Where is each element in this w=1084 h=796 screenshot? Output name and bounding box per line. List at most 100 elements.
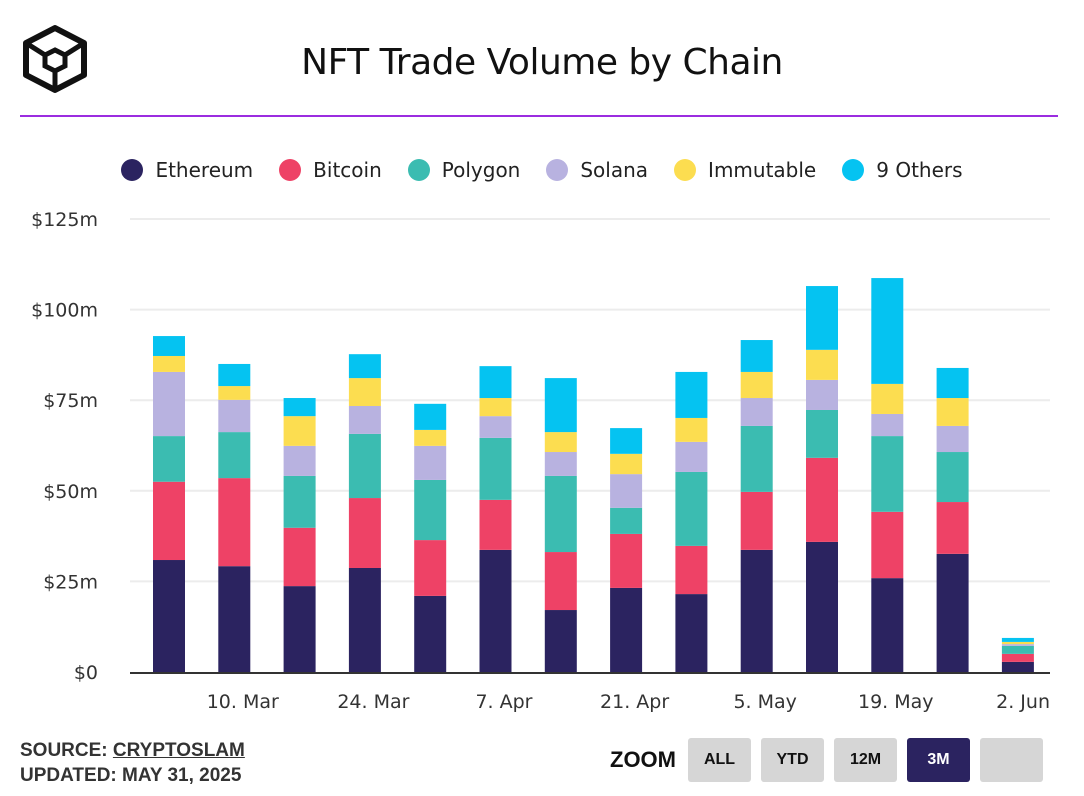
- bar-segment-immutable: [806, 349, 838, 380]
- zoom-all-button[interactable]: ALL: [688, 738, 751, 782]
- bar-segment-immutable: [414, 429, 447, 446]
- bar-segment-polygon: [153, 436, 185, 482]
- x-tick-label: 24. Mar: [337, 691, 409, 713]
- bar-segment-immutable: [479, 398, 512, 417]
- bar-segment-polygon: [218, 432, 251, 479]
- x-tick-label: 2. Jun: [996, 691, 1050, 713]
- bar-segment-polygon: [479, 437, 512, 500]
- bar-segment-ethereum: [806, 541, 838, 672]
- bar-segment-9-others: [1001, 637, 1034, 642]
- legend-label: Bitcoin: [313, 158, 382, 182]
- x-tick-label: 7. Apr: [475, 691, 532, 713]
- bar-segment-9-others: [936, 367, 969, 399]
- legend-item-9-others[interactable]: 9 Others: [842, 158, 963, 182]
- bar-segment-bitcoin: [1001, 653, 1034, 662]
- bar-segment-ethereum: [218, 566, 251, 672]
- zoom-extra-button[interactable]: [980, 738, 1043, 782]
- legend-swatch: [279, 159, 302, 181]
- bar-segment-9-others: [479, 366, 512, 399]
- bar-segment-ethereum: [675, 594, 708, 672]
- brand-logo: [23, 25, 87, 93]
- bar-segment-bitcoin: [348, 498, 381, 568]
- bar-segment-solana: [283, 445, 316, 476]
- legend-swatch: [842, 159, 865, 181]
- bar-segment-immutable: [1001, 641, 1034, 645]
- zoom-ytd-button[interactable]: YTD: [761, 738, 824, 782]
- bar-segment-polygon: [675, 471, 708, 546]
- bar-segment-solana: [871, 413, 904, 437]
- legend-swatch: [546, 159, 569, 181]
- bar-segment-solana: [806, 379, 838, 410]
- x-tick-label: 5. May: [733, 691, 796, 713]
- legend-label: Ethereum: [155, 158, 254, 182]
- zoom-12m-button[interactable]: 12M: [834, 738, 897, 782]
- bar-segment-immutable: [153, 355, 185, 372]
- legend-item-polygon[interactable]: Polygon: [407, 158, 520, 182]
- bar-segment-solana: [218, 399, 251, 433]
- legend-swatch: [407, 159, 430, 181]
- bar-segment-immutable: [740, 371, 773, 399]
- legend-item-ethereum[interactable]: Ethereum: [121, 158, 253, 182]
- bar-segment-9-others: [544, 378, 577, 433]
- bar-segment-polygon: [414, 479, 447, 541]
- legend: Ethereum Bitcoin Polygon Solana Immutable 9 O…: [0, 158, 1084, 182]
- bar-segment-ethereum: [414, 595, 447, 672]
- bar-segment-9-others: [153, 336, 185, 356]
- bar-segment-immutable: [936, 398, 969, 426]
- bar-segment-9-others: [348, 354, 381, 379]
- source-link[interactable]: CRYPTOSLAM: [112, 740, 245, 761]
- bar-segment-bitcoin: [414, 540, 447, 596]
- bar-segment-immutable: [218, 386, 251, 400]
- y-tick-label: $100m: [31, 300, 98, 322]
- bar-segment-solana: [1001, 644, 1034, 646]
- bar-segment-bitcoin: [806, 457, 838, 542]
- bar-segment-bitcoin: [936, 502, 969, 554]
- bar-segment-polygon: [544, 475, 577, 553]
- bar-segment-bitcoin: [479, 499, 512, 550]
- bar-segment-immutable: [348, 378, 381, 406]
- bar-segment-9-others: [218, 363, 251, 387]
- bar-segment-polygon: [871, 436, 904, 512]
- bar-segment-ethereum: [283, 586, 316, 672]
- bar-segment-polygon: [348, 433, 381, 499]
- footer: SOURCE: CRYPTOSLAM UPDATED: MAY 31, 2025: [20, 738, 245, 788]
- bar-segment-ethereum: [740, 549, 773, 672]
- y-tick-label: $75m: [43, 390, 98, 412]
- bar-segment-polygon: [610, 507, 643, 534]
- x-tick-label: 10. Mar: [207, 691, 279, 713]
- bar-segment-solana: [740, 398, 773, 426]
- bar-segment-9-others: [871, 278, 904, 384]
- legend-label: Immutable: [708, 158, 817, 182]
- bar-segment-polygon: [740, 425, 773, 492]
- source-prefix: SOURCE:: [20, 740, 113, 761]
- bar-segment-bitcoin: [610, 533, 643, 588]
- y-tick-label: $50m: [43, 481, 98, 503]
- bar-segment-ethereum: [610, 587, 643, 672]
- bar-segment-immutable: [283, 416, 316, 446]
- chart-title: NFT Trade Volume by Chain: [301, 42, 783, 83]
- legend-swatch: [121, 159, 144, 181]
- legend-item-bitcoin[interactable]: Bitcoin: [279, 158, 382, 182]
- y-tick-label: $125m: [31, 209, 98, 231]
- legend-item-immutable[interactable]: Immutable: [674, 158, 816, 182]
- bar-segment-solana: [544, 452, 577, 476]
- bar-segment-immutable: [610, 453, 643, 475]
- bar-segment-polygon: [936, 452, 969, 503]
- bar-segment-solana: [348, 405, 381, 434]
- bar-segment-bitcoin: [871, 511, 904, 579]
- bar-segment-9-others: [414, 403, 447, 430]
- legend-item-solana[interactable]: Solana: [546, 158, 648, 182]
- bar-segment-ethereum: [544, 610, 577, 672]
- x-tick-label: 21. Apr: [600, 691, 669, 713]
- bar-segment-ethereum: [1001, 661, 1034, 672]
- bar-segment-9-others: [740, 340, 773, 372]
- bar-segment-immutable: [544, 432, 577, 453]
- bar-segment-solana: [675, 441, 708, 472]
- bar-segment-bitcoin: [740, 491, 773, 550]
- bar-segment-bitcoin: [153, 481, 185, 561]
- title-divider: [20, 115, 1058, 117]
- zoom-3m-button[interactable]: 3M: [907, 738, 970, 782]
- bar-segment-9-others: [283, 398, 316, 417]
- bar-segment-solana: [153, 371, 185, 437]
- bar-segment-ethereum: [153, 560, 185, 672]
